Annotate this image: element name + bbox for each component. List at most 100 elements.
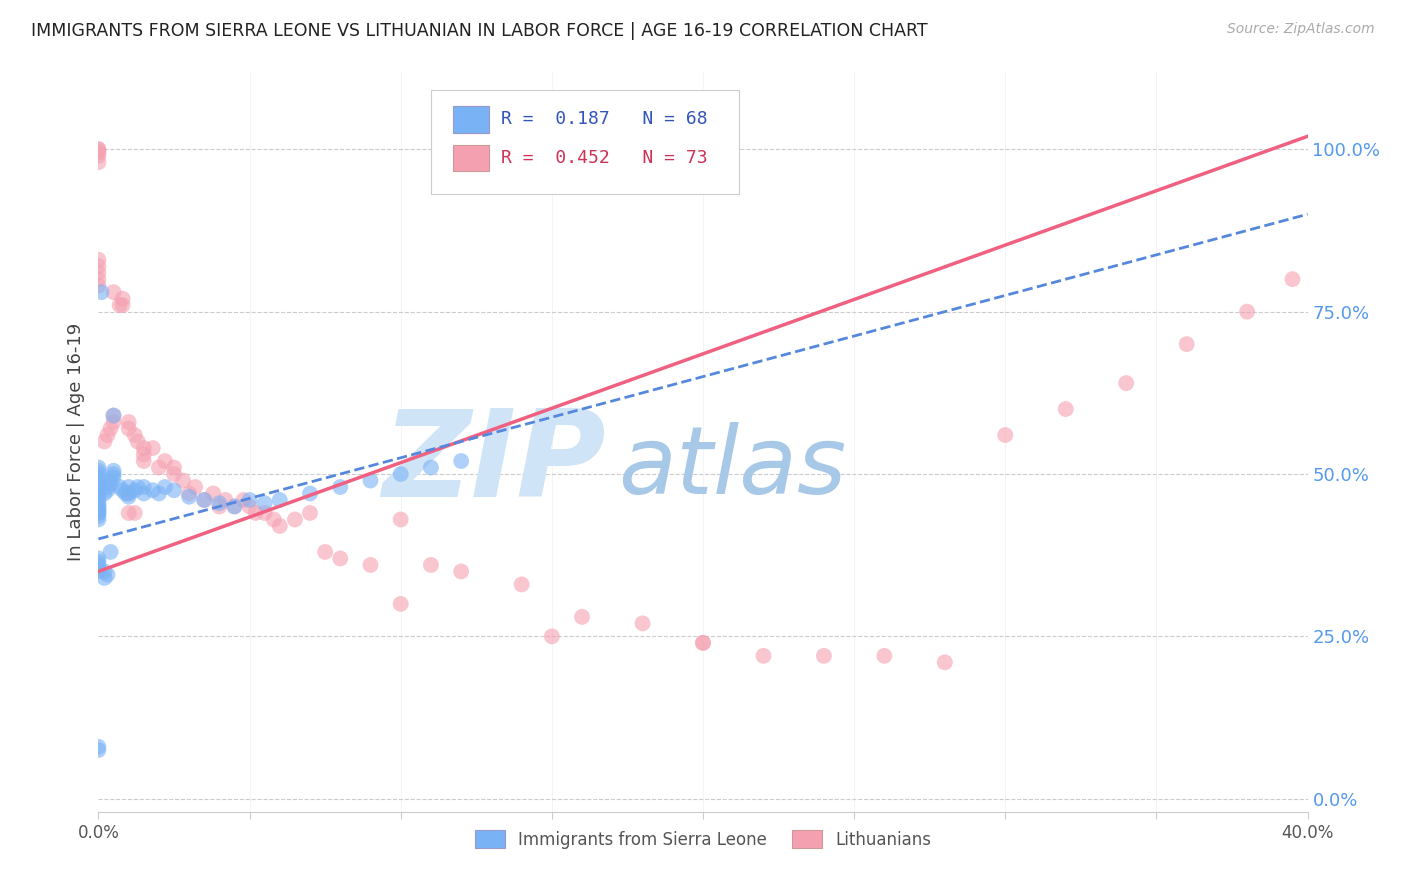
- Point: [253, 506, 276, 520]
- Point: [389, 597, 412, 611]
- Point: [114, 486, 136, 500]
- Point: [118, 506, 141, 520]
- Point: [179, 490, 201, 504]
- Point: [87, 500, 110, 514]
- Point: [87, 500, 110, 514]
- Point: [224, 500, 246, 514]
- Point: [87, 551, 110, 566]
- Point: [87, 483, 110, 498]
- Y-axis label: In Labor Force | Age 16-19: In Labor Force | Age 16-19: [66, 322, 84, 561]
- Point: [96, 480, 118, 494]
- Point: [87, 272, 110, 286]
- Point: [96, 483, 118, 498]
- Point: [87, 266, 110, 280]
- Point: [118, 415, 141, 429]
- FancyBboxPatch shape: [432, 90, 740, 194]
- Point: [148, 460, 170, 475]
- Point: [93, 571, 115, 585]
- Point: [87, 259, 110, 273]
- Point: [87, 460, 110, 475]
- Point: [103, 415, 125, 429]
- Point: [111, 298, 134, 312]
- Point: [510, 577, 533, 591]
- Point: [108, 298, 131, 312]
- Point: [127, 480, 149, 494]
- Point: [934, 656, 956, 670]
- Point: [124, 428, 146, 442]
- Point: [108, 480, 131, 494]
- Point: [87, 252, 110, 267]
- FancyBboxPatch shape: [453, 106, 489, 133]
- Point: [172, 474, 194, 488]
- Point: [103, 409, 125, 423]
- Point: [132, 454, 155, 468]
- Point: [224, 500, 246, 514]
- Point: [87, 470, 110, 484]
- Point: [118, 486, 141, 500]
- Point: [87, 743, 110, 757]
- Point: [100, 421, 122, 435]
- Point: [87, 506, 110, 520]
- Point: [360, 558, 382, 572]
- Point: [184, 480, 207, 494]
- FancyBboxPatch shape: [453, 145, 489, 171]
- Point: [87, 506, 110, 520]
- Point: [118, 480, 141, 494]
- Point: [132, 441, 155, 455]
- Point: [214, 493, 236, 508]
- Point: [631, 616, 654, 631]
- Point: [450, 454, 472, 468]
- Point: [103, 285, 125, 300]
- Point: [284, 512, 307, 526]
- Point: [571, 610, 593, 624]
- Text: Source: ZipAtlas.com: Source: ZipAtlas.com: [1227, 22, 1375, 37]
- Point: [87, 480, 110, 494]
- Point: [124, 506, 146, 520]
- Point: [87, 142, 110, 156]
- Point: [239, 500, 262, 514]
- Point: [1115, 376, 1137, 390]
- Point: [389, 512, 412, 526]
- Point: [87, 502, 110, 516]
- Point: [153, 480, 176, 494]
- Point: [245, 506, 267, 520]
- Point: [111, 292, 134, 306]
- Point: [232, 493, 254, 508]
- Point: [103, 464, 125, 478]
- Point: [87, 739, 110, 754]
- Point: [93, 565, 115, 579]
- Point: [360, 474, 382, 488]
- Point: [87, 509, 110, 524]
- Point: [96, 567, 118, 582]
- Point: [163, 483, 186, 498]
- Point: [87, 555, 110, 569]
- Point: [111, 483, 134, 498]
- Point: [208, 500, 231, 514]
- Point: [132, 448, 155, 462]
- Text: R =  0.452   N = 73: R = 0.452 N = 73: [501, 149, 707, 167]
- Point: [148, 486, 170, 500]
- Point: [87, 493, 110, 508]
- Point: [994, 428, 1017, 442]
- Point: [1175, 337, 1198, 351]
- Point: [329, 551, 352, 566]
- Legend: Immigrants from Sierra Leone, Lithuanians: Immigrants from Sierra Leone, Lithuanian…: [468, 823, 938, 855]
- Text: atlas: atlas: [619, 422, 846, 513]
- Point: [163, 460, 186, 475]
- Point: [87, 145, 110, 160]
- Point: [299, 506, 322, 520]
- Point: [179, 486, 201, 500]
- Point: [153, 454, 176, 468]
- Point: [96, 428, 118, 442]
- Point: [87, 467, 110, 481]
- Point: [100, 545, 122, 559]
- Point: [118, 490, 141, 504]
- Point: [202, 486, 225, 500]
- Point: [314, 545, 336, 559]
- Point: [132, 480, 155, 494]
- Point: [1054, 402, 1077, 417]
- Point: [87, 502, 110, 516]
- Point: [124, 483, 146, 498]
- Text: IMMIGRANTS FROM SIERRA LEONE VS LITHUANIAN IN LABOR FORCE | AGE 16-19 CORRELATIO: IMMIGRANTS FROM SIERRA LEONE VS LITHUANI…: [31, 22, 928, 40]
- Point: [87, 486, 110, 500]
